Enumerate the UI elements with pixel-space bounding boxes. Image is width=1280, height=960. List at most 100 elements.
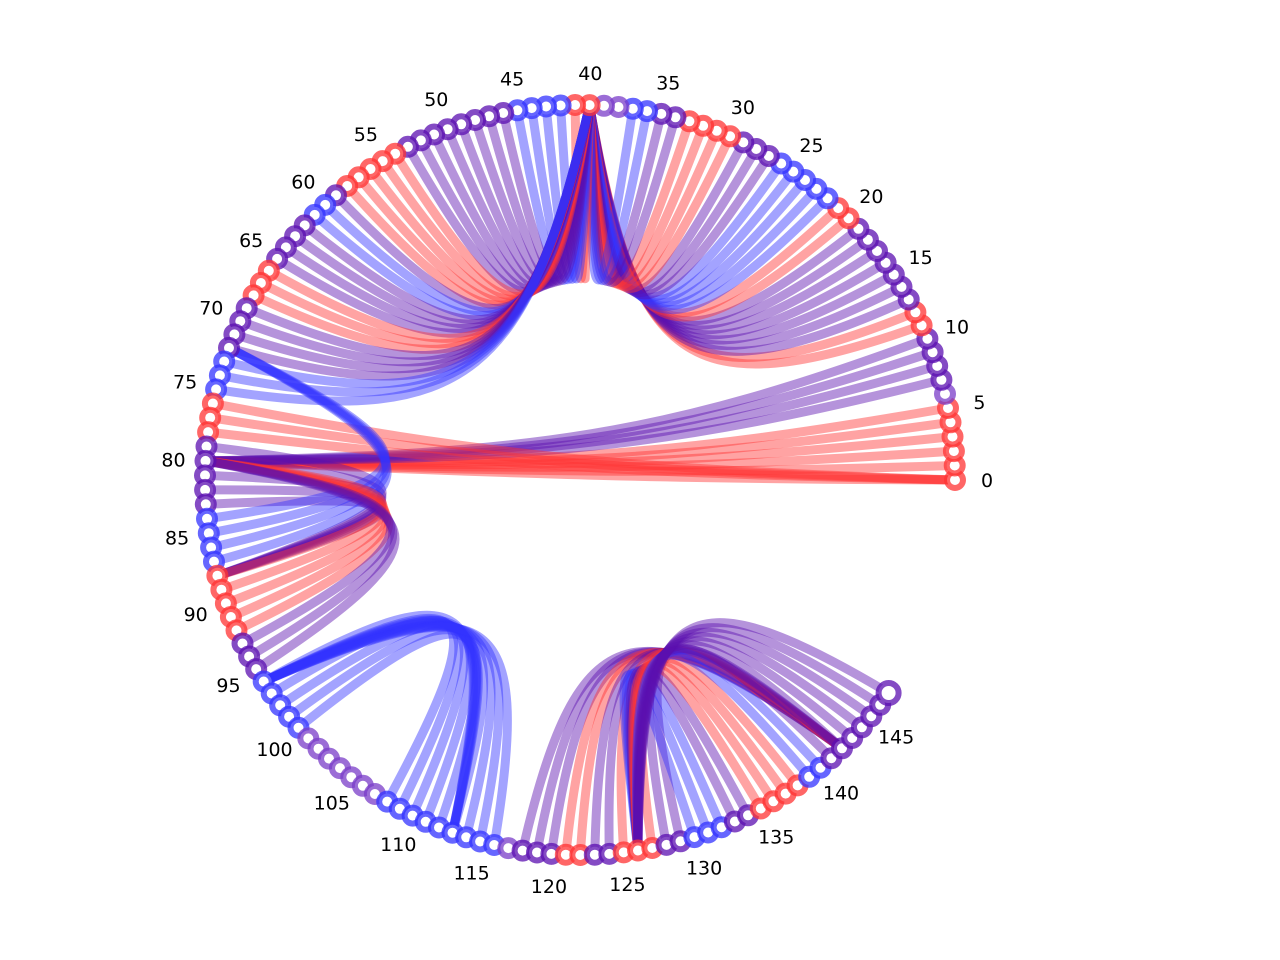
chord-link bbox=[585, 104, 871, 330]
chord-link bbox=[633, 618, 891, 851]
tick-label: 35 bbox=[656, 73, 680, 95]
chord-link bbox=[585, 104, 785, 302]
chord-link bbox=[244, 104, 594, 360]
chord-link bbox=[556, 104, 595, 284]
tick-label: 130 bbox=[686, 858, 722, 880]
tick-label: 45 bbox=[500, 69, 524, 91]
tick-label: 115 bbox=[453, 862, 489, 884]
chord-link bbox=[470, 104, 595, 288]
chord-link bbox=[585, 104, 761, 297]
chord-link bbox=[355, 104, 595, 307]
chord-link bbox=[585, 104, 842, 318]
chord-link bbox=[204, 456, 394, 635]
chord-link bbox=[223, 104, 594, 389]
chord-link bbox=[585, 104, 918, 362]
chord-link bbox=[322, 104, 595, 317]
chord-link bbox=[416, 104, 595, 295]
chord-link bbox=[430, 104, 595, 293]
chord-link bbox=[585, 104, 911, 356]
chord-link bbox=[527, 104, 595, 285]
chord-link bbox=[585, 104, 862, 326]
chord-link bbox=[633, 636, 856, 851]
tick-label: 105 bbox=[314, 793, 350, 815]
chord-link bbox=[585, 104, 852, 322]
chord-link bbox=[585, 105, 638, 285]
chord-links bbox=[204, 104, 956, 856]
chord-link bbox=[585, 104, 809, 308]
tick-label: 20 bbox=[859, 186, 883, 208]
chord-link bbox=[204, 456, 392, 622]
chord-link bbox=[633, 623, 883, 851]
chord-link bbox=[205, 442, 387, 580]
tick-labels: 0 5 10 15 20 25 30 35 40 45 50 55 60 65 70 75 80 85 90 95 10… bbox=[161, 63, 993, 898]
chord-link bbox=[585, 104, 666, 286]
chord-link bbox=[210, 343, 391, 552]
tick-label: 85 bbox=[165, 528, 189, 550]
chord-link bbox=[261, 620, 489, 834]
chord-link bbox=[625, 665, 739, 851]
chord-link bbox=[391, 104, 595, 299]
chord-link bbox=[261, 622, 512, 846]
tick-label: 100 bbox=[256, 739, 292, 761]
chord-link bbox=[627, 646, 845, 851]
chord-link bbox=[266, 104, 594, 343]
chord-link bbox=[205, 347, 935, 466]
chord-link bbox=[626, 663, 752, 851]
chord-link bbox=[585, 104, 735, 293]
chord-link bbox=[209, 413, 956, 485]
chord-link bbox=[585, 104, 831, 315]
chord-link bbox=[628, 661, 765, 851]
chord-link bbox=[212, 399, 956, 485]
tick-label: 95 bbox=[216, 675, 240, 697]
chord-link bbox=[633, 632, 865, 851]
chord-link bbox=[498, 104, 595, 286]
chord-link bbox=[205, 456, 956, 485]
chord-link bbox=[205, 334, 929, 466]
chord-link bbox=[632, 647, 824, 851]
tick-label: 70 bbox=[199, 298, 223, 320]
chord-link bbox=[212, 343, 392, 566]
tick-label: 65 bbox=[239, 230, 263, 252]
chord-link bbox=[378, 104, 595, 301]
tick-label: 5 bbox=[973, 392, 985, 414]
chord-link bbox=[204, 456, 390, 608]
chord-link bbox=[484, 104, 595, 287]
chord-link bbox=[258, 104, 594, 349]
chord-link bbox=[633, 640, 846, 851]
chord-link bbox=[630, 656, 790, 851]
chord-link bbox=[621, 668, 713, 851]
chord-link bbox=[206, 343, 390, 524]
chord-link bbox=[207, 343, 390, 538]
chord-link bbox=[585, 104, 820, 311]
chord-link bbox=[292, 104, 595, 329]
chord-link bbox=[644, 645, 845, 846]
chord-link bbox=[205, 375, 943, 466]
chord-link bbox=[616, 647, 845, 853]
chord-link bbox=[219, 104, 594, 397]
chord-link bbox=[585, 104, 924, 369]
tick-label: 145 bbox=[878, 726, 914, 748]
chord-link bbox=[590, 647, 845, 855]
tick-label: 80 bbox=[161, 449, 185, 471]
chord-link bbox=[205, 456, 387, 580]
chord-link bbox=[580, 104, 595, 284]
chord-link bbox=[636, 646, 845, 849]
chord-link bbox=[575, 647, 845, 856]
chord-link bbox=[261, 616, 469, 818]
chord-link bbox=[204, 456, 395, 648]
chord-link bbox=[456, 104, 595, 290]
chord-link bbox=[652, 644, 845, 843]
chord-link bbox=[261, 615, 464, 811]
chord-link bbox=[274, 104, 595, 338]
chord-link bbox=[585, 104, 773, 300]
tick-label: 40 bbox=[578, 63, 602, 85]
chord-link bbox=[585, 105, 652, 285]
chord-link bbox=[227, 104, 594, 381]
chord-link bbox=[585, 104, 896, 345]
chord-link bbox=[205, 403, 949, 467]
chord-link bbox=[205, 456, 955, 476]
chord-link bbox=[585, 104, 721, 292]
chord-link bbox=[205, 417, 952, 468]
chord-link bbox=[204, 456, 400, 673]
